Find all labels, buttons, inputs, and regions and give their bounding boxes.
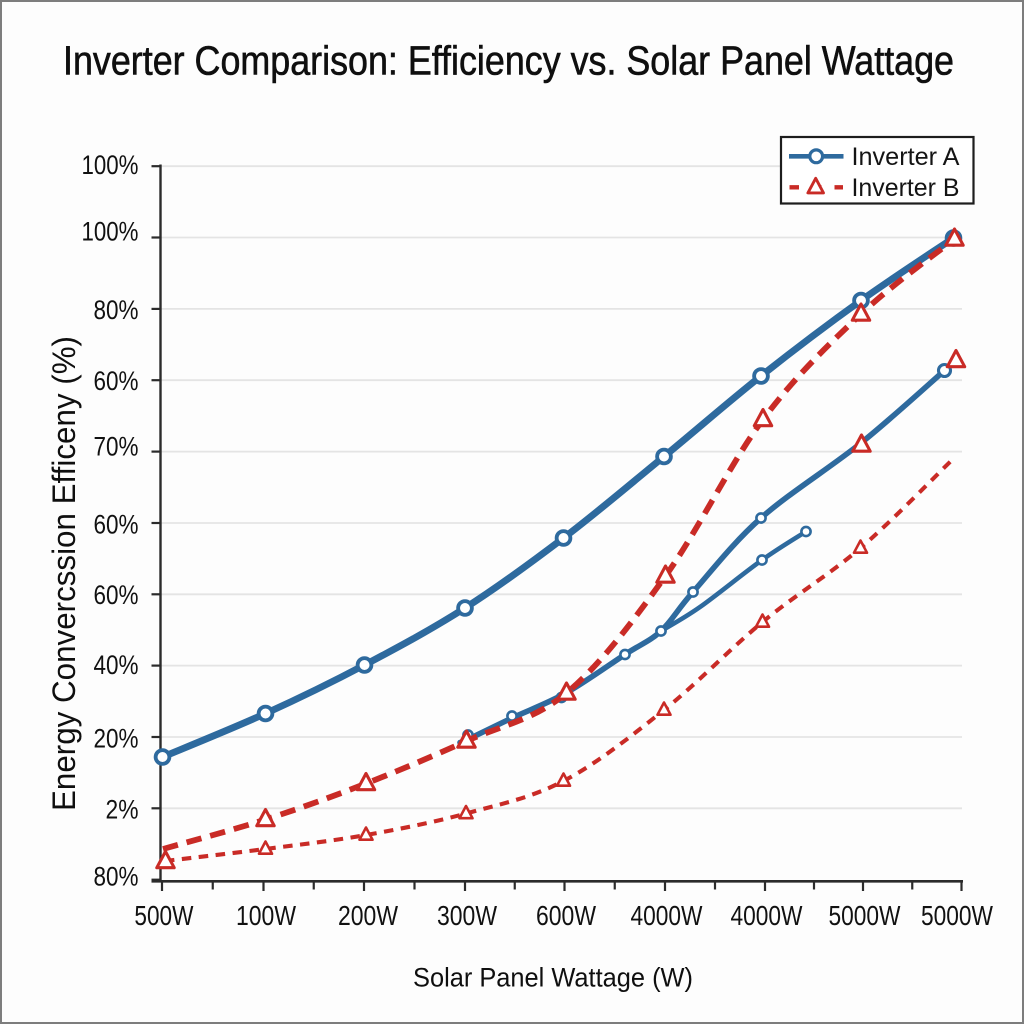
svg-text:Inverter A: Inverter A — [852, 143, 960, 171]
svg-text:Inverter B: Inverter B — [852, 174, 960, 202]
svg-text:80%: 80% — [94, 862, 139, 892]
svg-text:Inverter Comparison: Efficienc: Inverter Comparison: Efficiency vs. Sola… — [63, 38, 954, 84]
svg-text:4000W: 4000W — [731, 900, 803, 931]
svg-text:4000W: 4000W — [631, 900, 703, 931]
svg-text:5000W: 5000W — [829, 900, 901, 931]
svg-text:Energy Convercssion Efficeny (: Energy Convercssion Efficeny (%) — [46, 336, 82, 811]
svg-text:5000W: 5000W — [921, 900, 993, 931]
svg-text:600W: 600W — [536, 900, 596, 931]
svg-text:300W: 300W — [437, 900, 497, 931]
svg-text:60%: 60% — [94, 580, 139, 610]
svg-text:100%: 100% — [82, 150, 139, 180]
svg-text:70%: 70% — [94, 432, 139, 462]
svg-text:60%: 60% — [94, 510, 139, 540]
svg-text:20%: 20% — [94, 723, 139, 753]
svg-text:100W: 100W — [236, 900, 296, 931]
svg-text:80%: 80% — [94, 295, 139, 325]
svg-text:2%: 2% — [106, 794, 139, 824]
svg-text:40%: 40% — [94, 650, 139, 680]
svg-text:100%: 100% — [82, 216, 139, 246]
svg-text:500W: 500W — [134, 900, 193, 931]
svg-text:Solar Panel Wattage (W): Solar Panel Wattage (W) — [413, 963, 693, 993]
svg-text:200W: 200W — [338, 900, 398, 931]
svg-text:60%: 60% — [94, 366, 139, 396]
